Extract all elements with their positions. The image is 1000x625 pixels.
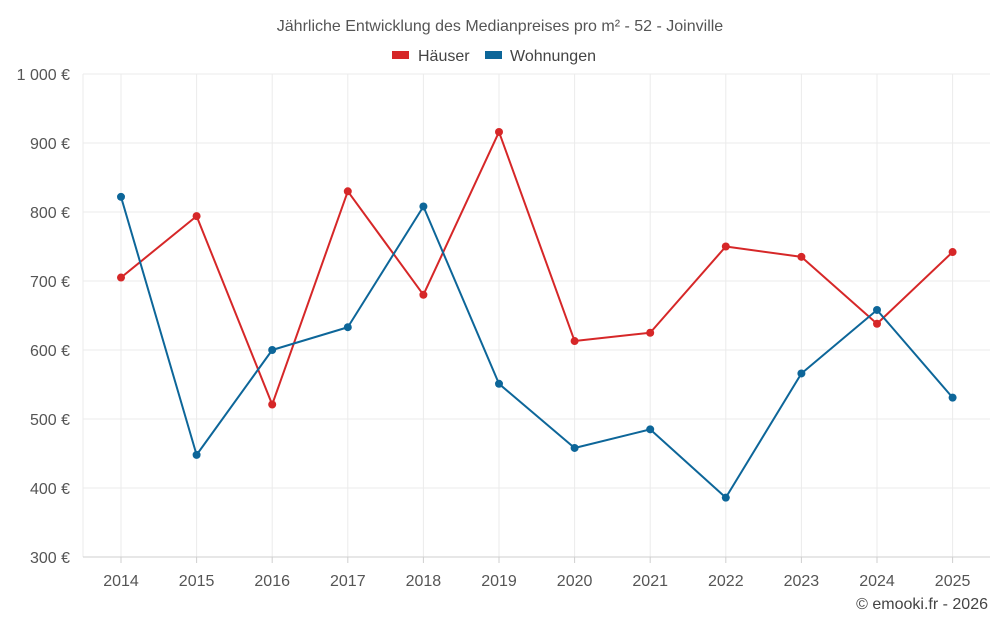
x-tick-label: 2024 bbox=[859, 573, 895, 590]
x-tick-label: 2014 bbox=[103, 573, 139, 590]
y-tick-label: 500 € bbox=[30, 412, 70, 429]
x-tick-label: 2015 bbox=[179, 573, 215, 590]
y-tick-label: 1 000 € bbox=[17, 67, 70, 84]
data-point-wohnungen-2024[interactable] bbox=[873, 305, 881, 314]
data-point-wohnungen-2021[interactable] bbox=[646, 425, 655, 434]
data-point-haeuser-2016[interactable] bbox=[268, 400, 277, 409]
data-point-haeuser-2021[interactable] bbox=[646, 328, 655, 337]
data-point-haeuser-2024[interactable] bbox=[873, 319, 881, 328]
data-point-haeuser-2022[interactable] bbox=[721, 242, 730, 251]
grid bbox=[83, 73, 990, 557]
data-point-wohnungen-2017[interactable] bbox=[343, 323, 352, 332]
data-point-haeuser-2019[interactable] bbox=[495, 127, 503, 136]
series-line-wohnungen bbox=[120, 196, 954, 499]
series-group bbox=[117, 127, 957, 502]
x-axis: 2014 2015 2016 2017 2018 2019 2020 2021 2022 2023… bbox=[83, 556, 990, 590]
data-point-haeuser-2018[interactable] bbox=[419, 290, 428, 299]
data-point-wohnungen-2019[interactable] bbox=[495, 379, 503, 388]
x-tick-label: 2019 bbox=[481, 573, 517, 590]
legend-swatch-haeuser bbox=[392, 51, 409, 59]
chart-title: Jährliche Entwicklung des Medianpreises … bbox=[277, 18, 724, 35]
y-tick-label: 600 € bbox=[30, 343, 70, 360]
data-point-wohnungen-2023[interactable] bbox=[797, 369, 806, 378]
data-point-wohnungen-2014[interactable] bbox=[117, 192, 125, 201]
data-point-haeuser-2017[interactable] bbox=[343, 187, 352, 196]
x-tick-label: 2023 bbox=[784, 573, 820, 590]
x-tick-label: 2016 bbox=[254, 573, 290, 590]
data-point-wohnungen-2018[interactable] bbox=[419, 202, 428, 211]
y-tick-label: 300 € bbox=[30, 550, 70, 567]
y-tick-label: 800 € bbox=[30, 205, 70, 222]
data-point-wohnungen-2020[interactable] bbox=[570, 443, 579, 452]
x-tick-label: 2021 bbox=[632, 573, 668, 590]
series-line-haeuser bbox=[120, 130, 954, 406]
x-tick-label: 2018 bbox=[406, 573, 442, 590]
x-tick-label: 2017 bbox=[330, 573, 366, 590]
data-point-haeuser-2020[interactable] bbox=[570, 337, 579, 346]
data-point-haeuser-2023[interactable] bbox=[797, 252, 806, 261]
legend-label-haeuser[interactable]: Häuser bbox=[418, 48, 470, 65]
x-tick-label: 2022 bbox=[708, 573, 744, 590]
x-tick-label: 2020 bbox=[557, 573, 593, 590]
y-tick-label: 700 € bbox=[30, 274, 70, 291]
credit-text: © emooki.fr - 2026 bbox=[856, 596, 988, 613]
data-point-haeuser-2025[interactable] bbox=[948, 248, 957, 257]
y-tick-label: 900 € bbox=[30, 136, 70, 153]
legend-label-wohnungen[interactable]: Wohnungen bbox=[510, 48, 596, 65]
y-tick-label: 400 € bbox=[30, 481, 70, 498]
y-axis: 300 € 400 € 500 € 600 € 700 € 800 € 900 € 1 000… bbox=[17, 67, 84, 567]
data-point-wohnungen-2022[interactable] bbox=[721, 493, 730, 502]
data-point-haeuser-2014[interactable] bbox=[117, 273, 125, 282]
legend-swatch-wohnungen bbox=[485, 51, 502, 59]
data-point-wohnungen-2015[interactable] bbox=[192, 450, 201, 459]
data-point-wohnungen-2025[interactable] bbox=[948, 393, 957, 402]
x-tick-label: 2025 bbox=[935, 573, 971, 590]
legend: Häuser Wohnungen bbox=[392, 48, 596, 65]
data-point-haeuser-2015[interactable] bbox=[192, 212, 201, 221]
data-point-wohnungen-2016[interactable] bbox=[268, 346, 277, 354]
